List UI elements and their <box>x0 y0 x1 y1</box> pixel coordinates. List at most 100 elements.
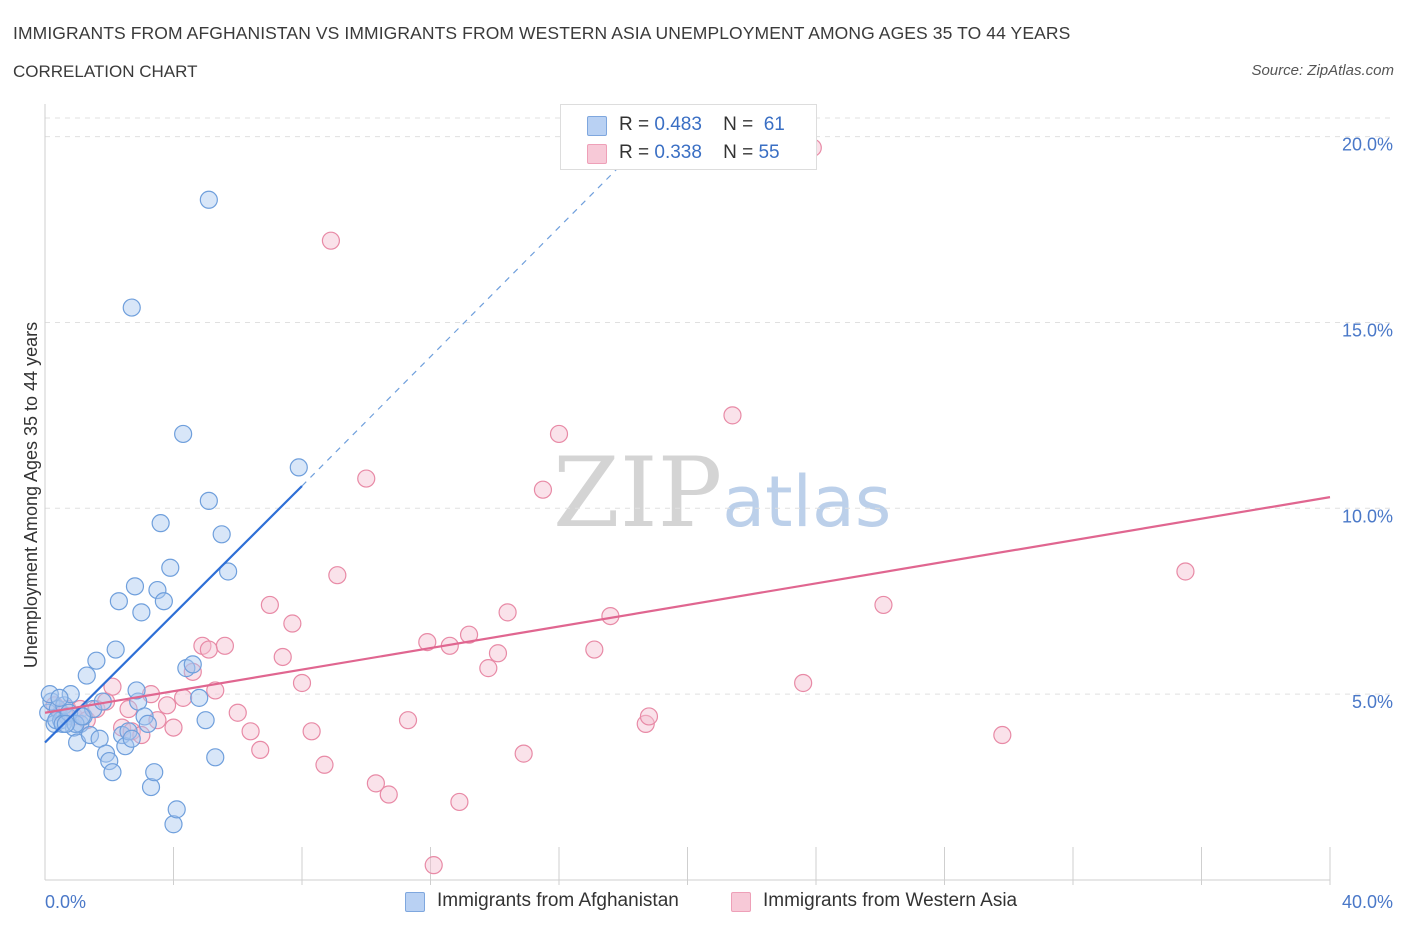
legend-r-label: R = <box>619 142 650 163</box>
blue-data-point <box>190 688 209 707</box>
blue-data-point <box>183 655 202 674</box>
pink-data-point <box>488 644 508 663</box>
watermark-zip: ZIP <box>553 437 723 549</box>
blue-data-point <box>161 558 180 577</box>
pink-data-point <box>424 856 443 875</box>
blue-data-point <box>103 763 122 782</box>
watermark: ZIPatlas <box>553 437 891 549</box>
blue-data-point <box>72 707 92 726</box>
bottom-legend-swatch-pink <box>731 892 751 912</box>
blue-data-point <box>132 603 151 622</box>
pink-data-point <box>292 673 312 693</box>
pink-data-point <box>215 636 234 655</box>
blue-data-point <box>66 714 85 733</box>
blue-data-point <box>100 751 119 771</box>
pink-data-point <box>119 699 138 719</box>
blue-data-point <box>122 298 141 317</box>
blue-trend-extension <box>301 162 624 487</box>
blue-data-point <box>145 763 164 782</box>
pink-data-point <box>366 774 385 793</box>
pink-data-point <box>241 722 260 741</box>
pink-data-point <box>479 659 498 678</box>
pink-data-point <box>228 703 247 722</box>
pink-data-point <box>639 707 659 726</box>
blue-data-point <box>289 458 308 477</box>
blue-data-point <box>125 577 145 596</box>
bottom-legend-swatch-blue <box>405 892 425 912</box>
pink-data-point <box>357 469 376 488</box>
blue-data-point <box>212 525 231 544</box>
pink-data-point <box>251 740 270 760</box>
chart-title: IMMIGRANTS FROM AFGHANISTAN VS IMMIGRANT… <box>13 23 1071 43</box>
legend-n-value: 55 <box>758 142 780 163</box>
pink-data-point <box>157 696 177 715</box>
y-tick-label: 10.0% <box>1342 506 1393 526</box>
blue-data-point <box>174 424 193 444</box>
blue-data-point <box>206 748 225 767</box>
blue-data-point <box>167 800 186 819</box>
blue-data-point <box>61 685 80 704</box>
blue-trend-line <box>44 485 303 744</box>
pink-data-point <box>585 640 604 659</box>
legend-r-value: 0.483 <box>654 114 702 135</box>
x-tick-label: 0.0% <box>45 892 86 912</box>
blue-data-point <box>50 688 69 707</box>
pink-data-point <box>283 614 302 633</box>
legend-r-value: 0.338 <box>654 142 702 163</box>
y-tick-label: 15.0% <box>1342 320 1393 340</box>
blue-data-point <box>151 514 170 533</box>
blue-data-point <box>199 491 218 510</box>
blue-data-point <box>122 729 141 748</box>
blue-data-point <box>196 711 215 730</box>
pink-data-point <box>273 647 292 667</box>
bottom-legend-label: Immigrants from Afghanistan <box>437 890 679 911</box>
legend-swatch-blue <box>587 116 607 136</box>
blue-data-point <box>154 592 173 611</box>
bottom-legend-label: Immigrants from Western Asia <box>763 890 1018 911</box>
blue-data-point <box>138 714 157 733</box>
legend-r-label: R = <box>619 114 650 135</box>
pink-data-point <box>315 755 334 774</box>
pink-data-point <box>533 480 553 499</box>
pink-data-point <box>418 633 437 652</box>
pink-data-point <box>302 722 321 741</box>
blue-data-point <box>127 681 146 700</box>
pink-data-point <box>328 566 347 585</box>
y-tick-label: 5.0% <box>1352 692 1393 712</box>
stats-legend: R = 0.483 N = 61 R = 0.338 N = 55 <box>560 104 817 170</box>
legend-n-value: 61 <box>763 114 785 135</box>
blue-data-point <box>219 562 238 581</box>
pink-trend-line <box>44 496 1331 714</box>
pink-data-point <box>1176 562 1195 581</box>
watermark-atlas: atlas <box>722 461 892 543</box>
blue-data-point <box>164 815 183 834</box>
x-tick-label: 40.0% <box>1342 892 1393 912</box>
blue-data-point <box>77 666 96 685</box>
pink-data-point <box>874 595 893 615</box>
pink-data-point <box>321 231 341 250</box>
pink-data-point <box>379 785 398 804</box>
pink-data-point <box>514 744 533 763</box>
y-tick-label: 20.0% <box>1342 135 1393 155</box>
blue-data-point <box>148 580 167 600</box>
pink-data-point <box>206 681 225 700</box>
y-axis-label: Unemployment Among Ages 35 to 44 years <box>21 322 41 668</box>
pink-data-point <box>498 603 517 622</box>
pink-data-point <box>450 792 469 812</box>
pink-data-point <box>260 595 279 615</box>
blue-data-point <box>109 592 128 611</box>
source-credit: Source: ZipAtlas.com <box>1251 62 1394 79</box>
blue-data-point <box>40 685 59 704</box>
pink-data-point <box>794 673 813 693</box>
blue-data-point <box>199 190 218 209</box>
pink-data-point <box>723 406 742 425</box>
pink-data-point <box>164 718 183 737</box>
pink-data-point <box>549 424 569 444</box>
pink-data-point <box>199 640 218 659</box>
pink-data-point <box>398 711 418 730</box>
pink-data-point <box>103 677 122 696</box>
blue-data-point <box>87 651 106 670</box>
blue-data-point <box>56 714 75 733</box>
chart-subtitle: CORRELATION CHART <box>13 62 198 81</box>
